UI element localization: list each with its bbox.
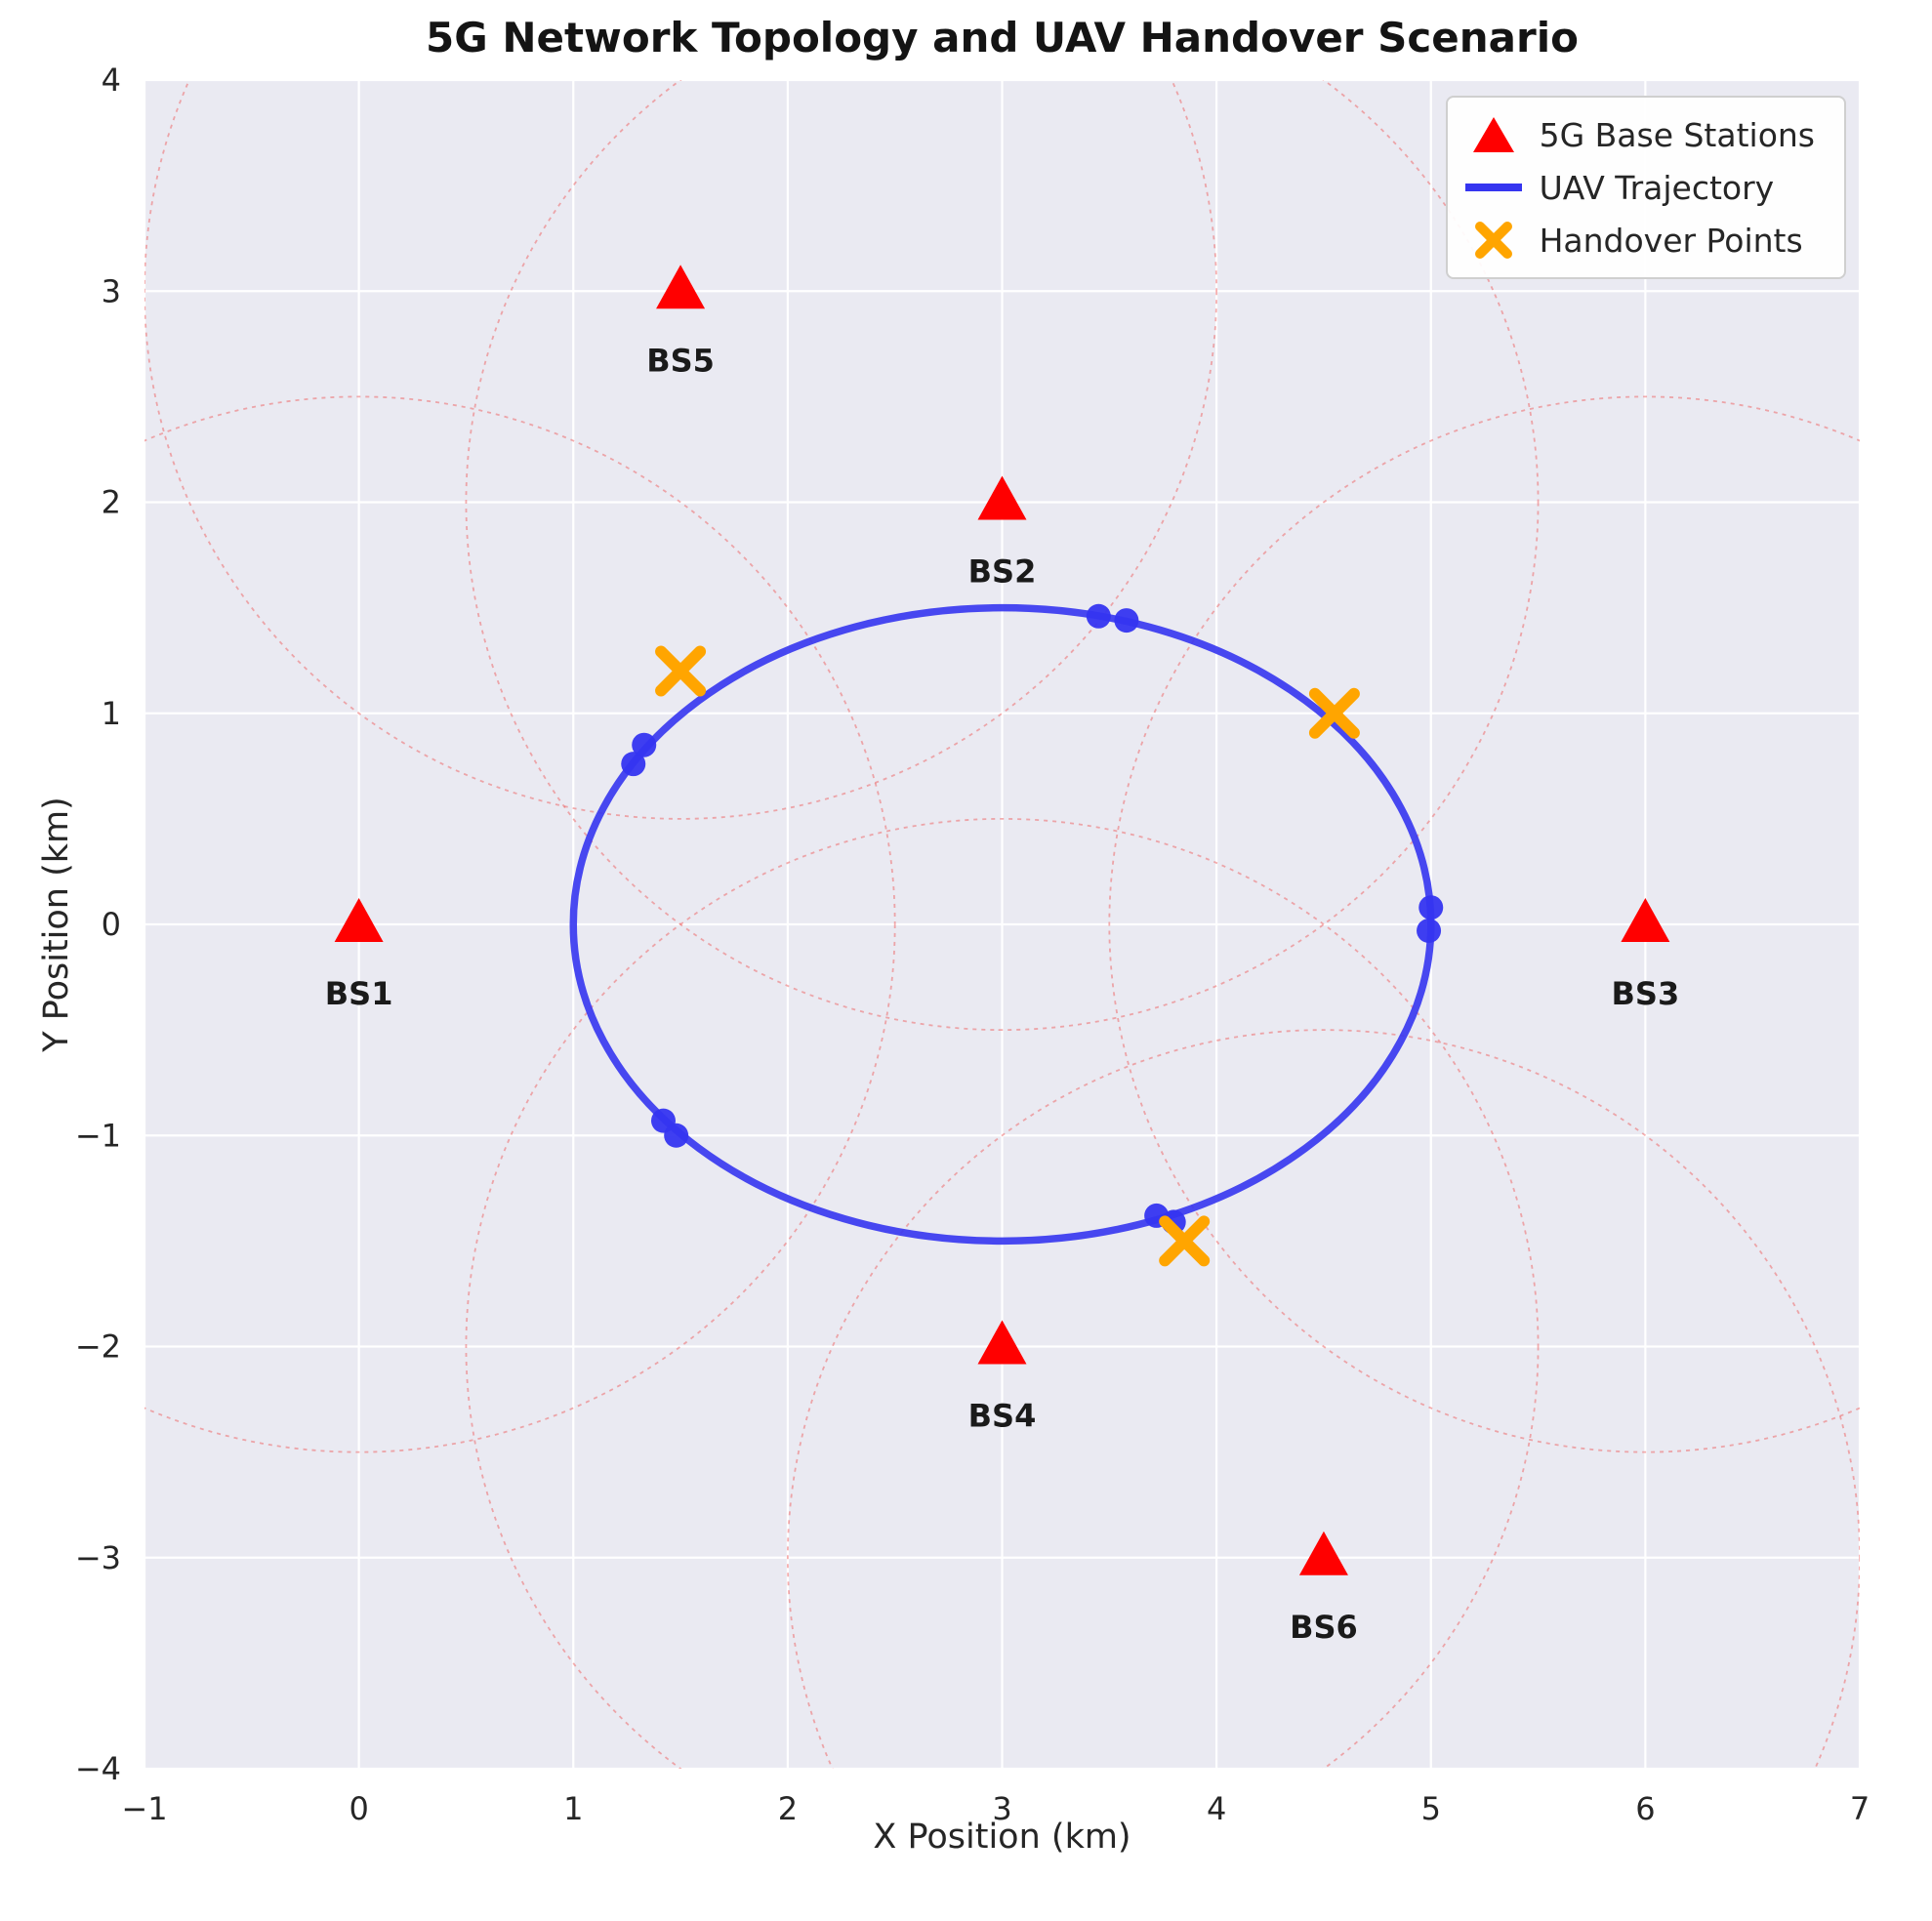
x-tick-label: 4 [1207, 1790, 1226, 1827]
base-station-marker [977, 475, 1027, 520]
base-station-label: BS3 [1612, 975, 1680, 1012]
y-tick-label: 1 [102, 695, 121, 732]
y-tick-label: −2 [75, 1328, 121, 1366]
coverage-circle [144, 80, 1217, 820]
legend: 5G Base Stations UAV Trajectory Handover… [1445, 96, 1846, 279]
base-station-marker [1621, 898, 1670, 942]
legend-item-handover-points: Handover Points [1463, 219, 1815, 262]
base-station-marker [334, 898, 384, 942]
base-station-label: BS6 [1290, 1609, 1358, 1646]
x-axis-label: X Position (km) [873, 1818, 1131, 1857]
legend-item-uav-trajectory: UAV Trajectory [1463, 166, 1815, 209]
y-tick-label: 3 [102, 272, 121, 309]
handover-marker [1159, 1215, 1211, 1267]
y-tick-label: −1 [75, 1117, 121, 1154]
coverage-circle [144, 395, 896, 1453]
trajectory-point [1114, 608, 1139, 634]
gridlines [143, 78, 1862, 1771]
trajectory-point [664, 1123, 689, 1148]
x-tick-label: −1 [121, 1790, 167, 1827]
coverage-circle [465, 818, 1540, 1769]
legend-label-base-stations: 5G Base Stations [1539, 115, 1815, 154]
y-tick-label: 4 [102, 61, 121, 99]
x-tick-label: 1 [563, 1790, 583, 1827]
base-station-label: BS2 [968, 553, 1037, 591]
trajectory-point [632, 732, 657, 757]
handover-marker [655, 645, 707, 697]
y-tick-label: −3 [75, 1539, 121, 1576]
base-station-label: BS1 [325, 975, 393, 1012]
base-station-marker [977, 1320, 1027, 1365]
y-tick-label: 0 [102, 906, 121, 943]
y-tick-label: −4 [75, 1750, 121, 1787]
x-tick-label: 0 [349, 1790, 368, 1827]
x-tick-label: 2 [778, 1790, 798, 1827]
x-tick-label: 6 [1635, 1790, 1655, 1827]
y-tick-label: 2 [102, 484, 121, 521]
coverage-circle [787, 1029, 1860, 1769]
trajectory-point [1086, 603, 1111, 629]
base-station-marker [656, 265, 706, 309]
trajectory-point [1418, 895, 1444, 920]
base-station-marker [1298, 1531, 1348, 1575]
legend-label-uav-trajectory: UAV Trajectory [1539, 168, 1775, 207]
base-station-triangle-icon [1463, 113, 1524, 156]
x-tick-label: 3 [992, 1790, 1011, 1827]
trajectory-point [1417, 918, 1442, 943]
chart-title: 5G Network Topology and UAV Handover Sce… [426, 14, 1579, 61]
coverage-circle [465, 80, 1540, 1031]
y-axis-label: Y Position (km) [37, 797, 76, 1052]
legend-item-base-stations: 5G Base Stations [1463, 113, 1815, 156]
x-tick-label: 5 [1421, 1790, 1441, 1827]
trajectory-line-icon [1463, 166, 1524, 209]
legend-label-handover-points: Handover Points [1539, 221, 1803, 260]
handover-marker [1308, 687, 1360, 739]
base-station-label: BS4 [968, 1398, 1037, 1435]
trajectory-point [621, 752, 646, 777]
base-station-label: BS5 [646, 342, 715, 379]
x-tick-label: 7 [1850, 1790, 1870, 1827]
handover-x-icon [1463, 219, 1524, 262]
coverage-circle [1108, 395, 1860, 1453]
